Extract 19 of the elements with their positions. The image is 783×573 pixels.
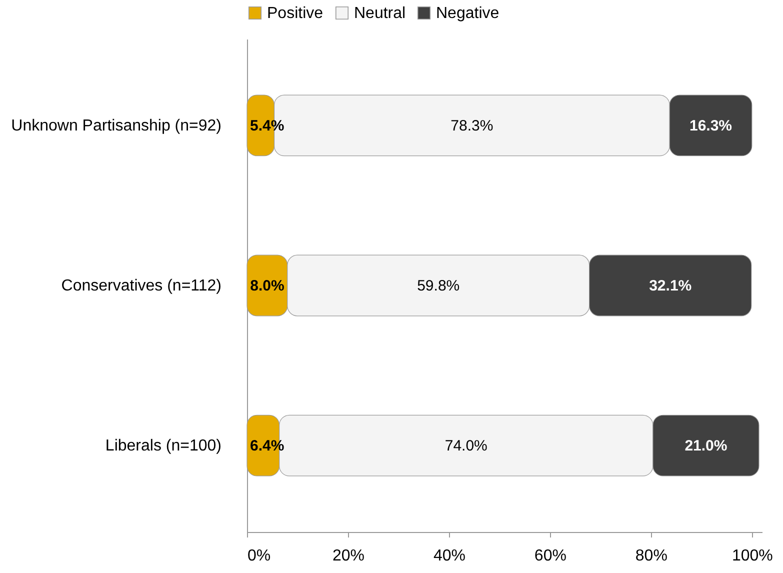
x-tick-label: 40% [433,548,466,564]
x-tick-label: 100% [732,548,773,564]
x-tick-label: 80% [635,548,668,564]
x-tick-label: 20% [332,548,364,564]
legend-label: Negative [436,5,500,22]
y-tick-label: Conservatives (n=112) [61,278,222,294]
data-label: 59.8% [417,278,460,294]
legend-label: Neutral [354,5,406,22]
data-label: 32.1% [649,278,692,294]
data-label: 74.0% [444,438,488,455]
x-tick-label: 60% [534,548,566,564]
data-label: 8.0% [250,278,284,294]
data-label: 16.3% [689,117,732,134]
data-label: 78.3% [450,117,494,134]
x-tick-label: 0% [248,548,271,564]
y-tick-label: Unknown Partisanship (n=92) [11,117,222,134]
legend-label: Positive [267,5,324,22]
y-tick-label: Liberals (n=100) [105,438,222,455]
data-label: 21.0% [684,438,728,455]
